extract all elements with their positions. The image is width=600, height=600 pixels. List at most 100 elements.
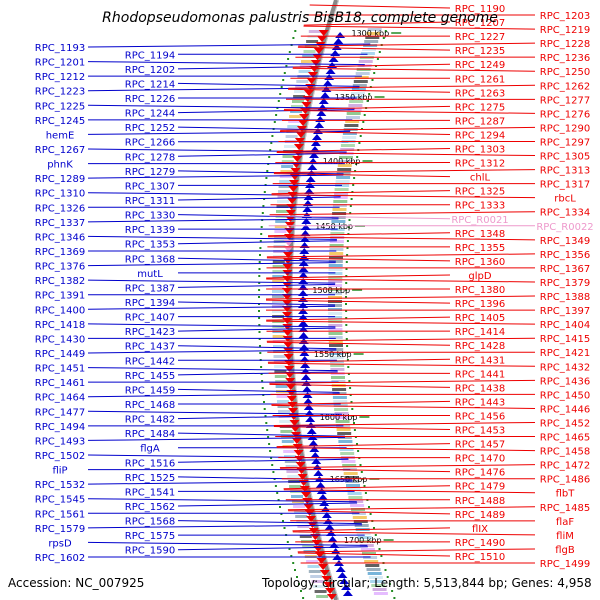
- feature-band-outer: [282, 155, 295, 158]
- feature-band-outer: [276, 395, 289, 398]
- minus-strand-gene-arrow: [320, 92, 331, 98]
- minus-strand-gene-arrow: [298, 272, 309, 278]
- feature-band-outer: [272, 300, 284, 303]
- feature-band: [366, 568, 381, 571]
- gene-label-plus: RPC_R0021: [451, 215, 508, 226]
- plus-strand-gene-arrow: [285, 210, 296, 216]
- plus-strand-gene-arrow: [318, 30, 329, 36]
- minus-strand-gene-arrow: [311, 134, 322, 140]
- gene-label-plus: RPC_1287: [455, 116, 505, 127]
- plus-strand-gene-arrow: [303, 504, 314, 510]
- gene-label-plus: RPC_1470: [455, 454, 505, 465]
- gene-label-plus: RPC_1276: [540, 109, 590, 120]
- feature-band-outer: [291, 105, 303, 108]
- plus-strand-gene-arrow: [298, 120, 309, 126]
- gene-label-plus: RPC_1228: [540, 39, 590, 50]
- tick-dot: [260, 373, 263, 375]
- feature-band-outer: [284, 460, 297, 463]
- minus-strand-gene-arrow: [303, 398, 314, 404]
- gene-leader-line-plus: [280, 126, 536, 131]
- plus-strand-gene-arrow: [307, 72, 318, 78]
- feature-band-outer: [302, 55, 315, 58]
- gene-label-plus: RPC_1349: [540, 236, 590, 247]
- gene-label-plus: RPC_1405: [455, 313, 505, 324]
- gene-leader-line-plus: [292, 531, 536, 536]
- gene-label-plus: rbcL: [554, 194, 576, 205]
- tick-dot: [362, 121, 365, 123]
- feature-band-outer: [281, 165, 294, 168]
- tick-dot: [346, 254, 349, 256]
- kbp-tick-label: 1550 kbp: [314, 350, 352, 359]
- gene-label-plus: RPC_1236: [540, 53, 590, 64]
- plus-strand-gene-arrow: [316, 558, 327, 564]
- feature-band: [355, 72, 370, 75]
- tick-dot: [280, 513, 283, 515]
- minus-strand-gene-arrow: [309, 446, 320, 452]
- gene-leader-line-plus: [292, 67, 536, 72]
- tick-dot: [279, 506, 281, 508]
- plus-strand-gene-arrow: [282, 264, 293, 270]
- feature-band: [350, 504, 365, 507]
- gene-label-plus: RPC_1325: [455, 187, 505, 198]
- feature-band: [368, 576, 383, 579]
- tick-dot: [270, 142, 273, 144]
- gene-label-minus: RPC_1267: [35, 145, 85, 156]
- tick-dot: [345, 275, 348, 277]
- tick-dot: [346, 240, 349, 242]
- gene-leader-line-minus: [177, 257, 336, 262]
- plus-strand-gene-arrow: [283, 246, 294, 252]
- minus-strand-gene-arrow: [333, 38, 344, 44]
- feature-band: [343, 472, 358, 475]
- gene-leader-line-plus: [273, 173, 451, 178]
- gene-label-plus: RPC_1452: [540, 418, 590, 429]
- tick-dot: [345, 261, 348, 263]
- tick-dot: [296, 576, 298, 578]
- feature-band: [365, 36, 380, 39]
- gene-label-plus: flaF: [556, 517, 574, 528]
- feature-band: [336, 428, 351, 431]
- feature-band: [329, 352, 344, 355]
- gene-label-minus: RPC_1202: [125, 65, 175, 76]
- plus-strand-gene-arrow: [282, 258, 293, 264]
- feature-band-outer: [306, 40, 319, 43]
- gene-label-plus: RPC_1436: [540, 376, 590, 387]
- gene-label-minus: RPC_1407: [125, 313, 175, 324]
- plus-strand-gene-arrow: [308, 528, 319, 534]
- feature-band: [336, 176, 351, 179]
- feature-band: [370, 580, 385, 583]
- kbp-tick-label: 1700 kbp: [344, 536, 382, 545]
- feature-band: [348, 104, 363, 107]
- plus-strand-gene-arrow: [326, 594, 337, 600]
- gene-leader-line-minus: [177, 170, 344, 175]
- tick-dot: [280, 86, 283, 88]
- gene-leader-line-plus: [288, 510, 451, 515]
- kbp-tick-label: 1300 kbp: [351, 29, 389, 38]
- gene-leader-line-minus: [177, 520, 362, 525]
- gene-leader-line-plus: [266, 274, 451, 279]
- feature-band: [328, 332, 343, 335]
- feature-band: [351, 508, 365, 511]
- gene-label-plus: RPC_1485: [540, 503, 590, 514]
- gene-leader-line-plus: [267, 362, 536, 367]
- plus-strand-gene-arrow: [285, 378, 296, 384]
- gene-label-plus: RPC_1414: [455, 327, 505, 338]
- gene-label-minus: RPC_1226: [125, 94, 175, 105]
- plus-strand-gene-arrow: [286, 396, 297, 402]
- gene-leader-line-plus: [287, 506, 536, 511]
- feature-band-outer: [274, 375, 287, 378]
- minus-strand-gene-arrow: [310, 140, 321, 146]
- gene-label-minus: RPC_1223: [35, 87, 85, 98]
- tick-dot: [265, 177, 268, 179]
- feature-band: [346, 116, 360, 119]
- feature-band: [354, 76, 369, 79]
- gene-leader-line-minus: [177, 283, 336, 288]
- gene-label-minus: RPC_1252: [125, 123, 175, 134]
- feature-band: [338, 160, 353, 163]
- feature-band: [340, 452, 355, 455]
- feature-band: [332, 204, 347, 207]
- gene-label-minus: RPC_1289: [35, 174, 85, 185]
- minus-strand-gene-arrow: [298, 308, 309, 314]
- feature-band: [364, 560, 379, 563]
- gene-label-minus: RPC_1459: [125, 385, 175, 396]
- feature-band-outer: [293, 95, 306, 98]
